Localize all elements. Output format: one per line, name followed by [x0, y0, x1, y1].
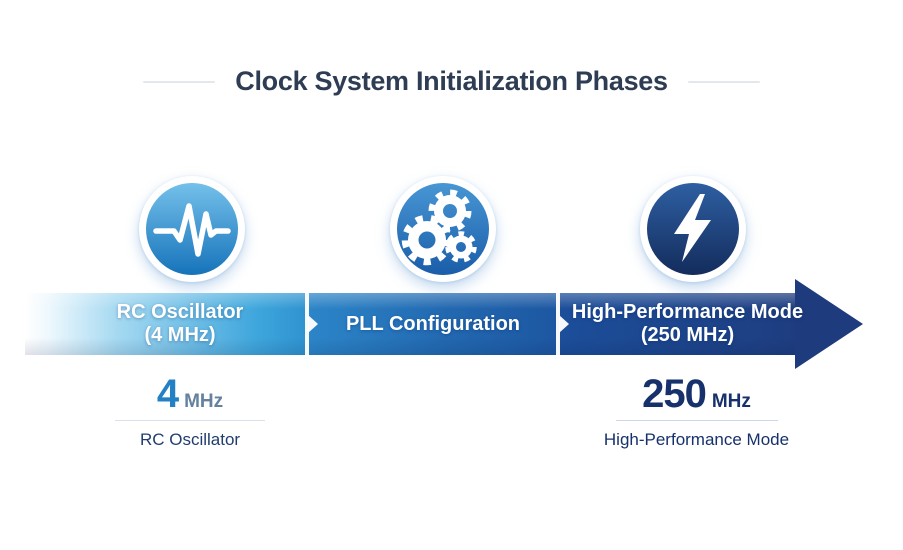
phase-sublabel: (4 MHz) — [144, 324, 216, 346]
phase-label: RC Oscillator — [116, 301, 244, 323]
arrowhead — [795, 279, 863, 369]
segment-divider-chevron — [305, 288, 309, 360]
stat-label: RC Oscillator — [139, 430, 241, 449]
phase-badge-pll-configuration — [390, 176, 496, 282]
gears-icon — [391, 177, 495, 281]
stat-unit: MHz — [711, 391, 751, 412]
waveform-icon — [140, 177, 244, 281]
title-rule-left — [143, 80, 216, 83]
page-title: Clock System Initialization Phases — [235, 66, 668, 96]
stat-value-row: 250 MHz — [594, 372, 799, 417]
stat-value-row: 4 MHz — [95, 372, 285, 417]
stat-high-performance: 250 MHz High-Performance Mode — [594, 372, 799, 450]
phase-badge-high-performance — [640, 176, 746, 282]
stat-label: High-Performance Mode — [603, 430, 790, 449]
phase-segment-rc-oscillator: RC Oscillator (4 MHz) — [55, 293, 305, 355]
segment-divider-chevron — [556, 288, 560, 360]
title-rule-right — [687, 80, 760, 83]
phase-timeline-arrow: RC Oscillator (4 MHz) PLL Configuration … — [25, 288, 803, 360]
phase-sublabel: (250 MHz) — [640, 324, 735, 346]
phase-badge-rc-oscillator — [139, 176, 245, 282]
stat-rc-oscillator: 4 MHz RC Oscillator — [95, 372, 285, 450]
title-row: Clock System Initialization Phases — [0, 66, 903, 97]
phase-label: High-Performance Mode — [571, 301, 804, 323]
stat-divider — [615, 420, 778, 421]
stat-divider — [115, 420, 265, 421]
stat-value: 4 — [156, 372, 179, 416]
lightning-icon — [641, 177, 745, 281]
phase-segment-high-performance: High-Performance Mode (250 MHz) — [560, 293, 815, 355]
stat-unit: MHz — [184, 391, 224, 412]
phase-label: PLL Configuration — [345, 312, 521, 335]
stat-value: 250 — [642, 372, 707, 416]
phase-segment-pll-configuration: PLL Configuration — [313, 293, 553, 355]
